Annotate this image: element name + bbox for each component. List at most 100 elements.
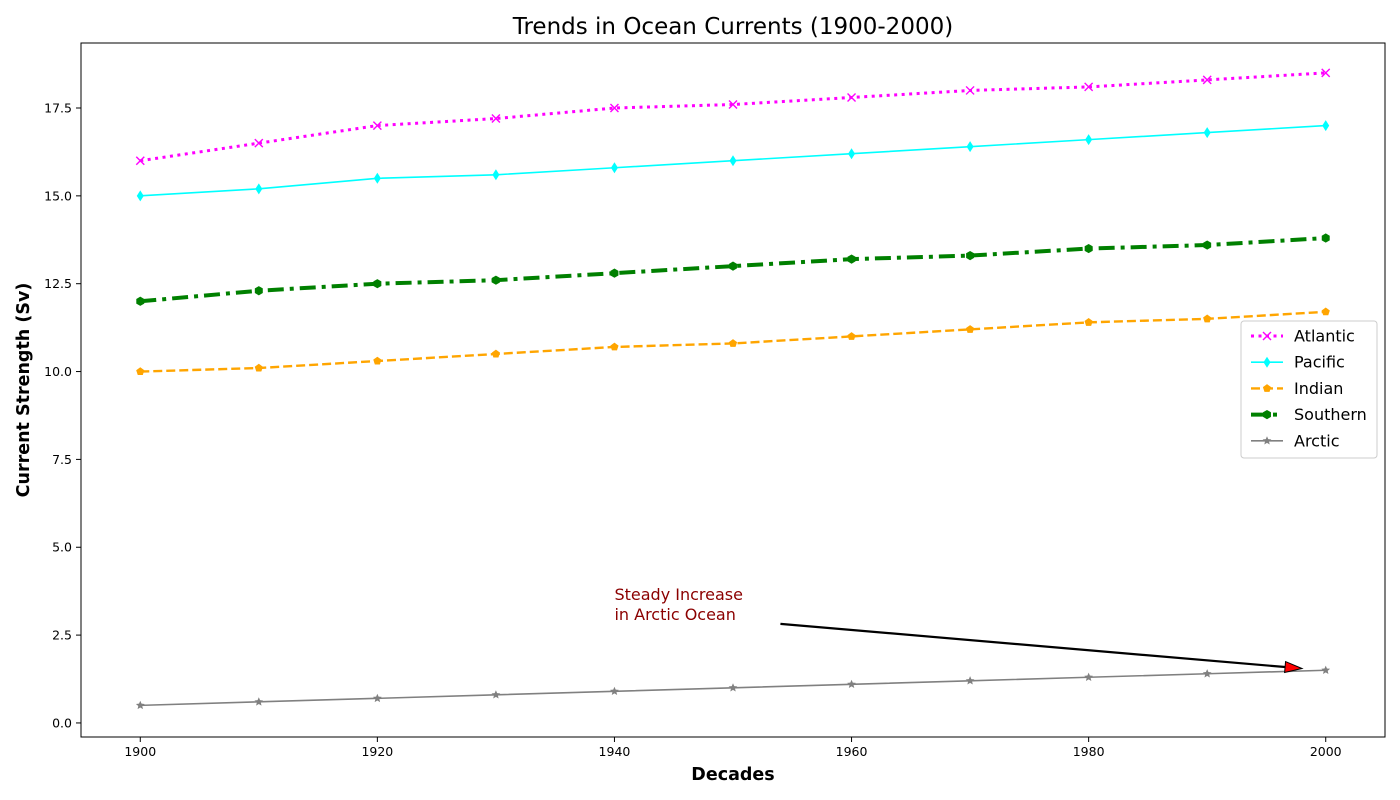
annotation-text-line: in Arctic Ocean: [614, 605, 735, 624]
data-point-arctic: [728, 683, 738, 692]
series-arctic: [135, 665, 1331, 710]
x-tick-label: 2000: [1310, 744, 1342, 759]
legend-marker-pacific: [1263, 356, 1271, 368]
data-point-indian: [1084, 318, 1093, 326]
data-point-indian: [136, 367, 145, 376]
series-pacific: [136, 120, 1330, 202]
y-axis: 0.0 2.5 5.0 7.5 10.0 12.5 15.0 17.5: [44, 101, 81, 730]
data-point-pacific: [1322, 120, 1330, 132]
data-point-pacific: [1203, 127, 1211, 139]
y-tick-label: 5.0: [52, 540, 72, 555]
series-atlantic: [135, 68, 1331, 166]
data-point-indian: [966, 325, 975, 333]
legend-marker-atlantic: [1262, 331, 1272, 341]
data-point-arctic: [491, 690, 501, 699]
data-point-indian: [1203, 314, 1212, 323]
legend-item-southern: Southern: [1251, 405, 1367, 424]
data-point-arctic: [610, 686, 619, 696]
series-line-southern: [140, 236, 1326, 304]
data-point-arctic: [254, 697, 264, 706]
data-point-southern: [847, 254, 856, 264]
data-point-southern: [136, 296, 145, 306]
data-point-southern: [373, 279, 382, 289]
data-point-atlantic: [609, 103, 619, 113]
y-tick-label: 7.5: [52, 452, 72, 467]
data-point-pacific: [610, 162, 618, 174]
chart-title: Trends in Ocean Currents (1900-2000): [512, 14, 953, 40]
y-tick-label: 12.5: [44, 276, 72, 291]
data-point-southern: [1321, 233, 1330, 243]
legend-item-indian: Indian: [1251, 379, 1343, 398]
data-point-atlantic: [847, 92, 857, 102]
y-tick-label: 10.0: [44, 364, 72, 379]
data-point-arctic: [965, 676, 975, 685]
plot-area: [80, 42, 1386, 738]
data-point-indian: [491, 349, 500, 358]
legend-label-southern: Southern: [1294, 405, 1367, 424]
x-axis: 1900 1920 1940 1960 1980 2000: [124, 737, 1342, 759]
data-point-southern: [1084, 243, 1093, 254]
series-layer: [135, 68, 1331, 710]
x-tick-label: 1980: [1073, 744, 1105, 759]
data-point-indian: [1321, 307, 1330, 316]
legend-marker-arctic: [1262, 436, 1272, 445]
data-point-pacific: [1085, 134, 1093, 146]
data-point-pacific: [255, 183, 263, 195]
data-point-southern: [966, 250, 975, 261]
legend-marker-southern: [1263, 410, 1271, 420]
x-tick-label: 1900: [124, 744, 156, 759]
legend-label-pacific: Pacific: [1294, 353, 1345, 372]
data-point-arctic: [135, 700, 145, 710]
data-point-southern: [729, 261, 737, 271]
x-tick-label: 1940: [599, 744, 631, 759]
data-point-indian: [610, 342, 619, 351]
data-point-atlantic: [1084, 82, 1094, 92]
data-point-atlantic: [372, 121, 382, 131]
legend-item-atlantic: Atlantic: [1251, 327, 1355, 346]
y-tick-label: 2.5: [52, 628, 72, 643]
data-point-southern: [491, 275, 500, 285]
y-axis-title: Current Strength (Sv): [14, 283, 34, 498]
legend-label-indian: Indian: [1294, 379, 1343, 398]
data-point-pacific: [729, 155, 737, 167]
data-point-southern: [254, 286, 263, 296]
annotation-arrow-head: [1284, 660, 1304, 674]
data-point-pacific: [136, 190, 144, 202]
x-tick-label: 1960: [836, 744, 868, 759]
data-point-southern: [1203, 240, 1212, 250]
data-point-pacific: [373, 172, 381, 184]
annotation-text: Steady Increase in Arctic Ocean: [614, 585, 743, 624]
y-tick-label: 17.5: [44, 101, 72, 116]
data-point-indian: [254, 363, 263, 372]
legend-marker-indian: [1262, 384, 1272, 392]
data-point-atlantic: [965, 85, 975, 95]
data-point-atlantic: [728, 99, 738, 109]
x-tick-label: 1920: [361, 744, 393, 759]
data-point-arctic: [372, 693, 382, 703]
annotation-arrow-shaft: [780, 622, 1286, 669]
data-point-arctic: [1321, 665, 1331, 674]
y-tick-label: 15.0: [44, 188, 72, 203]
data-point-southern: [610, 268, 619, 278]
data-point-pacific: [966, 141, 974, 153]
data-point-indian: [847, 332, 856, 340]
legend-label-arctic: Arctic: [1294, 431, 1339, 450]
data-point-atlantic: [1321, 68, 1331, 78]
data-point-arctic: [1084, 672, 1094, 681]
annotation-text-line: Steady Increase: [614, 585, 743, 604]
data-point-arctic: [847, 679, 856, 689]
series-line-atlantic: [140, 71, 1326, 163]
data-point-pacific: [492, 169, 500, 181]
data-point-indian: [728, 339, 738, 347]
legend: Atlantic Pacific Indian Southern Arctic: [1240, 320, 1378, 459]
data-point-atlantic: [135, 156, 145, 166]
data-point-atlantic: [1202, 75, 1212, 85]
legend-box: [1240, 320, 1378, 459]
series-southern: [136, 233, 1330, 306]
data-point-indian: [373, 356, 382, 365]
data-point-atlantic: [254, 138, 264, 148]
y-tick-label: 0.0: [52, 715, 72, 730]
legend-item-pacific: Pacific: [1251, 353, 1345, 372]
legend-item-arctic: Arctic: [1251, 431, 1339, 450]
